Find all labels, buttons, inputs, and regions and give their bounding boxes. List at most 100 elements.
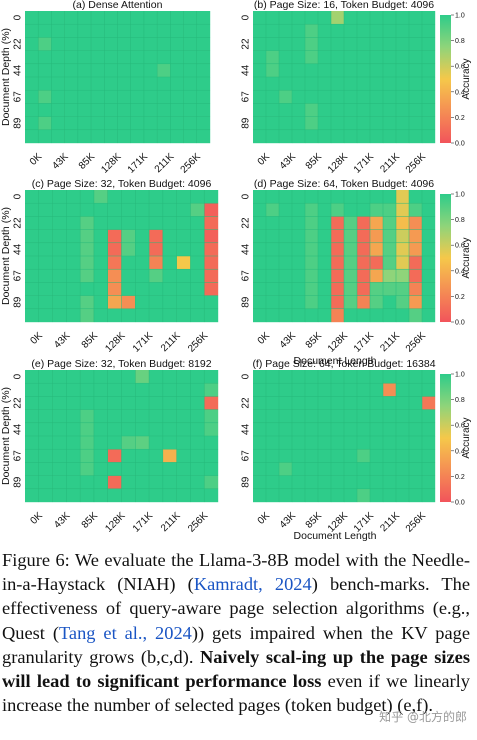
heatmap-cell	[143, 103, 158, 117]
heatmap-cell	[318, 63, 332, 78]
citation-kamradt[interactable]: Kamradt, 2024	[193, 574, 312, 595]
heatmap-cell	[331, 308, 345, 323]
heatmap-cell	[409, 24, 423, 38]
y-tick-label: 44	[13, 243, 24, 255]
heatmap-cell	[279, 11, 293, 25]
heatmap-cell	[38, 295, 53, 309]
heatmap-cell	[318, 103, 332, 117]
x-tick-label: 85K	[80, 330, 101, 351]
heatmap-cell	[80, 295, 95, 309]
heatmap-cell	[135, 282, 150, 296]
heatmap-cell	[80, 229, 95, 243]
heatmap-cell	[331, 129, 345, 144]
heatmap-cell	[357, 63, 371, 78]
heatmap-cell	[318, 229, 332, 243]
heatmap-cell	[38, 488, 53, 503]
heatmap-cell	[357, 308, 371, 323]
heatmap-cell	[190, 370, 205, 384]
heatmap-cell	[344, 37, 358, 51]
heatmap-cell	[183, 116, 197, 130]
heatmap-cell	[25, 409, 39, 423]
heatmap-cell	[130, 90, 145, 104]
heatmap-cell	[292, 242, 306, 257]
y-tick-label: 0	[241, 373, 252, 379]
heatmap-cell	[190, 216, 205, 230]
heatmap-cell	[38, 242, 53, 257]
heatmap-cell	[149, 203, 164, 217]
heatmap-cell	[422, 436, 436, 450]
heatmap-cell	[266, 203, 280, 217]
heatmap-cell	[292, 63, 306, 78]
x-axis-label: Document Length	[294, 355, 377, 367]
heatmap-cell	[162, 308, 177, 323]
heatmap-cell	[176, 409, 191, 423]
panel-title: (f) Page Size: 64, Token Budget: 16384	[252, 358, 435, 370]
x-tick-label: 256K	[186, 510, 211, 535]
heatmap-cell	[64, 116, 79, 130]
heatmap-cell	[170, 129, 184, 144]
heatmap-cell	[266, 269, 280, 283]
heatmap-cell	[331, 63, 345, 78]
heatmap-cell	[135, 436, 150, 450]
x-tick-label: 256K	[179, 151, 204, 176]
heatmap-cell	[162, 422, 177, 437]
heatmap-cell	[204, 308, 219, 323]
heatmap-cell	[253, 103, 267, 117]
heatmap-cell	[422, 422, 436, 437]
heatmap-cell	[292, 116, 306, 130]
heatmap-cell	[396, 90, 410, 104]
heatmap-cell	[409, 383, 423, 397]
heatmap-cell	[157, 11, 171, 25]
heatmap-cell	[107, 475, 122, 489]
heatmap-cell	[383, 422, 397, 437]
heatmap-cell	[38, 256, 53, 270]
colorbar-tick-label: 1.0	[455, 13, 465, 20]
heatmap-cell	[266, 37, 280, 51]
heatmap-cell	[38, 409, 53, 423]
colorbar-tick-label: 0.4	[455, 89, 465, 96]
heatmap-cell	[266, 24, 280, 38]
heatmap-cell	[130, 77, 145, 91]
heatmap-cell	[383, 90, 397, 104]
y-tick-label: 67	[13, 450, 24, 462]
heatmap-cell	[331, 383, 345, 397]
heatmap-cell	[176, 282, 191, 296]
y-tick-label: 44	[241, 423, 252, 435]
heatmap-cell	[104, 37, 118, 51]
heatmap-cell	[318, 370, 332, 384]
heatmap-cell	[396, 308, 410, 323]
heatmap-cell	[93, 295, 108, 309]
heatmap-cell	[77, 37, 92, 51]
caption-text-4: even if we linearly increase the number …	[2, 671, 470, 716]
heatmap-cell	[176, 203, 191, 217]
heatmap-cell	[117, 11, 131, 25]
heatmap-cell	[344, 396, 358, 410]
x-tick-label: 211K	[153, 151, 177, 175]
heatmap-cell	[52, 256, 67, 270]
heatmap-cell	[176, 216, 191, 230]
watermark: 知乎 @北方的郎	[379, 710, 467, 724]
heatmap-cell	[266, 63, 280, 78]
heatmap-cell	[162, 475, 177, 489]
heatmap-cell	[331, 216, 345, 230]
heatmap-cell	[292, 24, 306, 38]
x-tick-label: 211K	[378, 330, 402, 354]
heatmap-cell	[121, 383, 136, 397]
heatmap-cell	[409, 475, 423, 489]
heatmap-cell	[396, 269, 410, 283]
y-tick-label: 89	[241, 296, 252, 308]
heatmap-cell	[331, 462, 345, 476]
heatmap-cell	[383, 77, 397, 91]
y-tick-label: 44	[241, 64, 252, 76]
heatmap-cell	[318, 436, 332, 450]
heatmap-cell	[64, 11, 79, 25]
heatmap-cell	[91, 129, 105, 144]
heatmap-cell	[422, 50, 436, 64]
heatmap-cell	[266, 103, 280, 117]
heatmap-cell	[93, 488, 108, 503]
colorbar-tick-label: 0.6	[455, 64, 465, 71]
heatmap-cell	[266, 295, 280, 309]
citation-tang[interactable]: Tang et al., 2024	[58, 622, 192, 643]
heatmap-cell	[143, 50, 158, 64]
heatmap-cell	[162, 295, 177, 309]
